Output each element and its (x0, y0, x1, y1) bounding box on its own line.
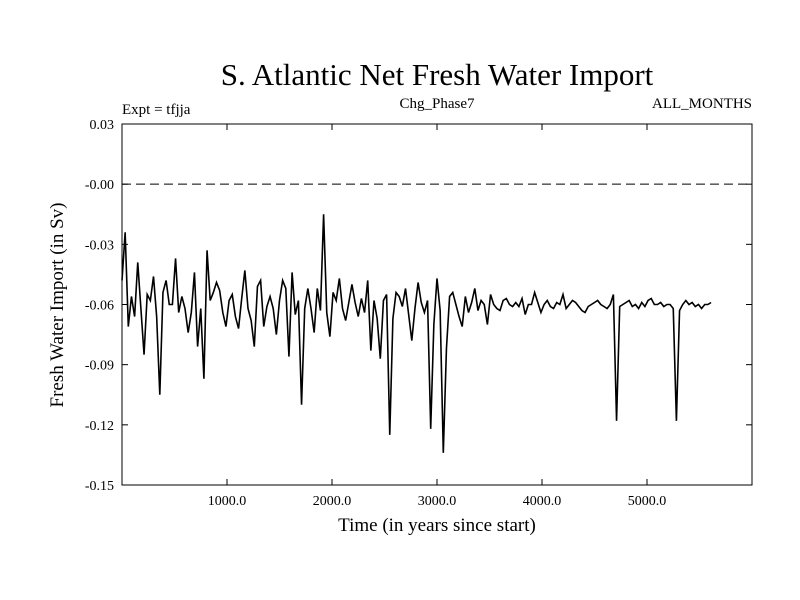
series-layer (121, 214, 712, 453)
x-axis-label: Time (in years since start) (338, 515, 536, 536)
chart-title: S. Atlantic Net Fresh Water Import (221, 57, 654, 92)
y-axis-ticks: 0.03 -0.00 -0.03 -0.06 -0.09 -0.12 -0.15 (85, 118, 752, 494)
x-tick-label: 3000.0 (418, 494, 457, 509)
y-tick-label: -0.15 (85, 479, 114, 494)
x-axis-ticks: 1000.0 2000.0 3000.0 4000.0 5000.0 (208, 124, 667, 509)
y-axis-label: Fresh Water Import (in Sv) (47, 203, 68, 408)
x-tick-label: 4000.0 (523, 494, 562, 509)
y-tick-label: -0.00 (85, 178, 114, 193)
y-tick-label: -0.12 (85, 419, 114, 434)
y-tick-label: -0.03 (85, 238, 114, 253)
subtitle-right: ALL_MONTHS (652, 96, 752, 112)
y-tick-label: -0.06 (85, 299, 114, 314)
subtitle-center: Chg_Phase7 (400, 96, 476, 112)
x-tick-label: 1000.0 (208, 494, 247, 509)
y-tick-label: 0.03 (90, 118, 115, 133)
series-line (121, 214, 712, 453)
x-tick-label: 5000.0 (628, 494, 667, 509)
subtitle-left: Expt = tfjja (122, 102, 191, 118)
x-tick-label: 2000.0 (313, 494, 352, 509)
y-tick-label: -0.09 (85, 359, 114, 374)
